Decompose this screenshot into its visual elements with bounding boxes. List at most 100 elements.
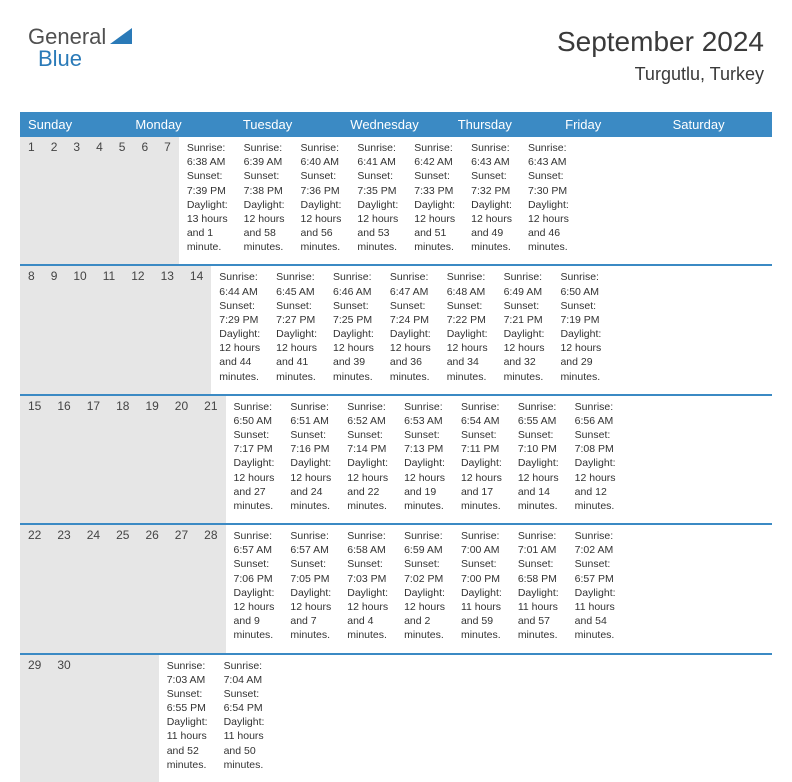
day-cell: Sunrise: 6:51 AMSunset: 7:16 PMDaylight:…	[282, 396, 339, 523]
day-cell: Sunrise: 6:57 AMSunset: 7:06 PMDaylight:…	[226, 525, 283, 652]
week-row: 15161718192021Sunrise: 6:50 AMSunset: 7:…	[20, 396, 772, 525]
day-number	[111, 655, 127, 782]
daylight-text: Daylight: 12 hours and 2 minutes.	[404, 586, 445, 643]
sunset-text: Sunset: 7:11 PM	[461, 428, 502, 456]
day-number: 25	[108, 525, 137, 652]
calendar-grid: Sunday Monday Tuesday Wednesday Thursday…	[20, 112, 772, 782]
day-cell: Sunrise: 6:42 AMSunset: 7:33 PMDaylight:…	[406, 137, 463, 264]
week-row: 22232425262728Sunrise: 6:57 AMSunset: 7:…	[20, 525, 772, 654]
day-cell: Sunrise: 6:54 AMSunset: 7:11 PMDaylight:…	[453, 396, 510, 523]
day-number: 30	[49, 655, 78, 782]
sunrise-text: Sunrise: 7:03 AM	[167, 659, 208, 687]
daylight-text: Daylight: 12 hours and 9 minutes.	[234, 586, 275, 643]
day-cell: Sunrise: 6:47 AMSunset: 7:24 PMDaylight:…	[382, 266, 439, 393]
day-cell: Sunrise: 6:44 AMSunset: 7:29 PMDaylight:…	[211, 266, 268, 393]
day-number: 1	[20, 137, 43, 264]
daylight-text: Daylight: 12 hours and 14 minutes.	[518, 456, 559, 513]
day-cell: Sunrise: 7:01 AMSunset: 6:58 PMDaylight:…	[510, 525, 567, 652]
sunrise-text: Sunrise: 6:51 AM	[290, 400, 331, 428]
sunrise-text: Sunrise: 6:43 AM	[528, 141, 569, 169]
day-number: 13	[153, 266, 182, 393]
sunset-text: Sunset: 6:54 PM	[224, 687, 265, 715]
daylight-text: Daylight: 12 hours and 12 minutes.	[575, 456, 616, 513]
sunset-text: Sunset: 7:02 PM	[404, 557, 445, 585]
day-cell: Sunrise: 6:57 AMSunset: 7:05 PMDaylight:…	[282, 525, 339, 652]
sunset-text: Sunset: 7:33 PM	[414, 169, 455, 197]
day-cell: Sunrise: 6:39 AMSunset: 7:38 PMDaylight:…	[236, 137, 293, 264]
sunrise-text: Sunrise: 7:04 AM	[224, 659, 265, 687]
sunrise-text: Sunrise: 6:56 AM	[575, 400, 616, 428]
day-number	[95, 655, 111, 782]
day-number: 10	[65, 266, 94, 393]
sunrise-text: Sunrise: 6:46 AM	[333, 270, 374, 298]
day-number-row: 2930	[20, 655, 159, 782]
day-cell: Sunrise: 7:02 AMSunset: 6:57 PMDaylight:…	[567, 525, 624, 652]
day-cell	[272, 655, 288, 782]
daylight-text: Daylight: 13 hours and 1 minute.	[187, 198, 228, 255]
daylight-text: Daylight: 11 hours and 57 minutes.	[518, 586, 559, 643]
day-cell: Sunrise: 6:49 AMSunset: 7:21 PMDaylight:…	[496, 266, 553, 393]
sunset-text: Sunset: 7:10 PM	[518, 428, 559, 456]
sunrise-text: Sunrise: 6:45 AM	[276, 270, 317, 298]
day-body-row: Sunrise: 6:44 AMSunset: 7:29 PMDaylight:…	[211, 266, 609, 393]
day-number: 4	[88, 137, 111, 264]
sunset-text: Sunset: 7:06 PM	[234, 557, 275, 585]
sunset-text: Sunset: 7:00 PM	[461, 557, 502, 585]
sunset-text: Sunset: 7:17 PM	[234, 428, 275, 456]
weekday-header-row: Sunday Monday Tuesday Wednesday Thursday…	[20, 112, 772, 137]
sunrise-text: Sunrise: 6:49 AM	[504, 270, 545, 298]
sunset-text: Sunset: 7:32 PM	[471, 169, 512, 197]
sunrise-text: Sunrise: 6:50 AM	[560, 270, 601, 298]
daylight-text: Daylight: 12 hours and 53 minutes.	[357, 198, 398, 255]
logo-text-2: Blue	[38, 46, 82, 72]
day-number-row: 1234567	[20, 137, 179, 264]
day-cell: Sunrise: 6:50 AMSunset: 7:17 PMDaylight:…	[226, 396, 283, 523]
sunset-text: Sunset: 7:27 PM	[276, 299, 317, 327]
day-cell: Sunrise: 6:46 AMSunset: 7:25 PMDaylight:…	[325, 266, 382, 393]
sunset-text: Sunset: 7:22 PM	[447, 299, 488, 327]
sunset-text: Sunset: 7:38 PM	[244, 169, 285, 197]
weekday-label: Friday	[557, 112, 664, 137]
weekday-label: Tuesday	[235, 112, 342, 137]
week-row: 891011121314Sunrise: 6:44 AMSunset: 7:29…	[20, 266, 772, 395]
day-number: 5	[111, 137, 134, 264]
day-number: 22	[20, 525, 49, 652]
sunset-text: Sunset: 6:55 PM	[167, 687, 208, 715]
daylight-text: Daylight: 12 hours and 4 minutes.	[347, 586, 388, 643]
daylight-text: Daylight: 12 hours and 19 minutes.	[404, 456, 445, 513]
day-number	[143, 655, 159, 782]
sunset-text: Sunset: 7:29 PM	[219, 299, 260, 327]
sunrise-text: Sunrise: 6:54 AM	[461, 400, 502, 428]
sunset-text: Sunset: 7:25 PM	[333, 299, 374, 327]
day-number: 2	[43, 137, 66, 264]
daylight-text: Daylight: 12 hours and 49 minutes.	[471, 198, 512, 255]
weekday-label: Saturday	[665, 112, 772, 137]
daylight-text: Daylight: 12 hours and 36 minutes.	[390, 327, 431, 384]
day-cell	[288, 655, 304, 782]
day-cell: Sunrise: 6:41 AMSunset: 7:35 PMDaylight:…	[349, 137, 406, 264]
day-cell	[320, 655, 336, 782]
weekday-label: Wednesday	[342, 112, 449, 137]
sunset-text: Sunset: 7:08 PM	[575, 428, 616, 456]
day-number: 23	[49, 525, 78, 652]
sunset-text: Sunset: 7:21 PM	[504, 299, 545, 327]
location-label: Turgutlu, Turkey	[557, 64, 764, 85]
sunrise-text: Sunrise: 6:40 AM	[301, 141, 342, 169]
daylight-text: Daylight: 11 hours and 59 minutes.	[461, 586, 502, 643]
sunrise-text: Sunrise: 6:58 AM	[347, 529, 388, 557]
sunset-text: Sunset: 7:05 PM	[290, 557, 331, 585]
month-title: September 2024	[557, 26, 764, 58]
sunset-text: Sunset: 7:16 PM	[290, 428, 331, 456]
sunset-text: Sunset: 7:19 PM	[560, 299, 601, 327]
sunrise-text: Sunrise: 6:57 AM	[290, 529, 331, 557]
day-number: 20	[167, 396, 196, 523]
daylight-text: Daylight: 12 hours and 34 minutes.	[447, 327, 488, 384]
daylight-text: Daylight: 11 hours and 52 minutes.	[167, 715, 208, 772]
sunset-text: Sunset: 6:57 PM	[575, 557, 616, 585]
sunset-text: Sunset: 7:03 PM	[347, 557, 388, 585]
daylight-text: Daylight: 11 hours and 54 minutes.	[575, 586, 616, 643]
sunrise-text: Sunrise: 7:02 AM	[575, 529, 616, 557]
day-number: 15	[20, 396, 49, 523]
day-cell: Sunrise: 6:58 AMSunset: 7:03 PMDaylight:…	[339, 525, 396, 652]
sunrise-text: Sunrise: 6:59 AM	[404, 529, 445, 557]
